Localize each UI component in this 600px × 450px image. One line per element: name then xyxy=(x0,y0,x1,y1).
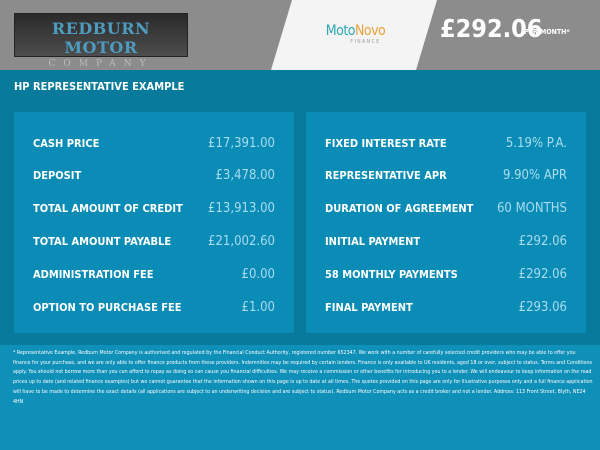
row-label: 58 MONTHLY PAYMENTS xyxy=(325,267,458,281)
finance-row: CASH PRICE £17,391.00 xyxy=(33,133,275,153)
row-value: £3,478.00 xyxy=(215,167,275,183)
logo-moto: Moto xyxy=(325,23,356,39)
per-month-label: PER MONTH* xyxy=(524,28,570,36)
row-label: OPTION TO PURCHASE FEE xyxy=(33,300,182,314)
row-value: £293.06 xyxy=(518,299,567,315)
finance-row: TOTAL AMOUNT PAYABLE £21,002.60 xyxy=(33,231,275,251)
dealer-logo: REDBURN MOTOR COMPANY xyxy=(14,13,188,69)
finance-row: ADMINISTRATION FEE £0.00 xyxy=(33,264,275,284)
section-title: HP REPRESENTATIVE EXAMPLE xyxy=(14,80,185,93)
finance-row: DEPOSIT £3,478.00 xyxy=(33,165,275,185)
finance-details-left: CASH PRICE £17,391.00 DEPOSIT £3,478.00 TOTA… xyxy=(14,112,294,333)
row-label: TOTAL AMOUNT OF CREDIT xyxy=(33,201,183,215)
row-label: TOTAL AMOUNT PAYABLE xyxy=(33,234,172,248)
finance-row: TOTAL AMOUNT OF CREDIT £13,913.00 xyxy=(33,198,275,218)
row-label: FINAL PAYMENT xyxy=(325,300,413,314)
row-label: DURATION OF AGREEMENT xyxy=(325,201,474,215)
dealer-logo-sub: COMPANY xyxy=(48,59,154,69)
row-value: 9.90% APR xyxy=(502,167,567,183)
row-value: £1.00 xyxy=(241,299,275,315)
footer: * Representative Example. Redburn Motor … xyxy=(0,345,600,450)
row-value: £17,391.00 xyxy=(208,135,275,151)
row-value: 60 MONTHS xyxy=(496,200,567,216)
dealer-logo-name: REDBURN MOTOR xyxy=(51,19,151,57)
row-label: INITIAL PAYMENT xyxy=(325,234,421,248)
finance-row: FINAL PAYMENT £293.06 xyxy=(325,297,567,317)
finance-row: OPTION TO PURCHASE FEE £1.00 xyxy=(33,297,275,317)
row-value: £292.06 xyxy=(518,266,567,282)
row-label: FIXED INTEREST RATE xyxy=(325,136,447,150)
finance-row: FIXED INTEREST RATE 5.19% P.A. xyxy=(325,133,567,153)
row-value: £292.06 xyxy=(518,233,567,249)
finance-row: REPRESENTATIVE APR 9.90% APR xyxy=(325,165,567,185)
row-value: £21,002.60 xyxy=(208,233,275,249)
disclaimer-text: * Representative Example. Redburn Motor … xyxy=(13,350,593,405)
logo-novo: Novo xyxy=(354,23,386,39)
finance-partner-banner xyxy=(271,0,437,70)
finance-row: DURATION OF AGREEMENT 60 MONTHS xyxy=(325,198,567,218)
row-label: ADMINISTRATION FEE xyxy=(33,267,154,281)
row-value: £13,913.00 xyxy=(208,200,275,216)
row-label: REPRESENTATIVE APR xyxy=(325,168,447,182)
row-label: DEPOSIT xyxy=(33,168,82,182)
logo-finance: FINANCE xyxy=(350,39,381,45)
row-label: CASH PRICE xyxy=(33,136,100,150)
finance-details-right: FIXED INTEREST RATE 5.19% P.A. REPRESENTAT… xyxy=(306,112,586,333)
monthly-price: £292.06 xyxy=(440,14,543,43)
motonovo-logo: MotoNovo FINANCE xyxy=(318,20,393,45)
row-value: £0.00 xyxy=(241,266,275,282)
row-value: 5.19% P.A. xyxy=(505,135,567,151)
finance-row: 58 MONTHLY PAYMENTS £292.06 xyxy=(325,264,567,284)
finance-row: INITIAL PAYMENT £292.06 xyxy=(325,231,567,251)
